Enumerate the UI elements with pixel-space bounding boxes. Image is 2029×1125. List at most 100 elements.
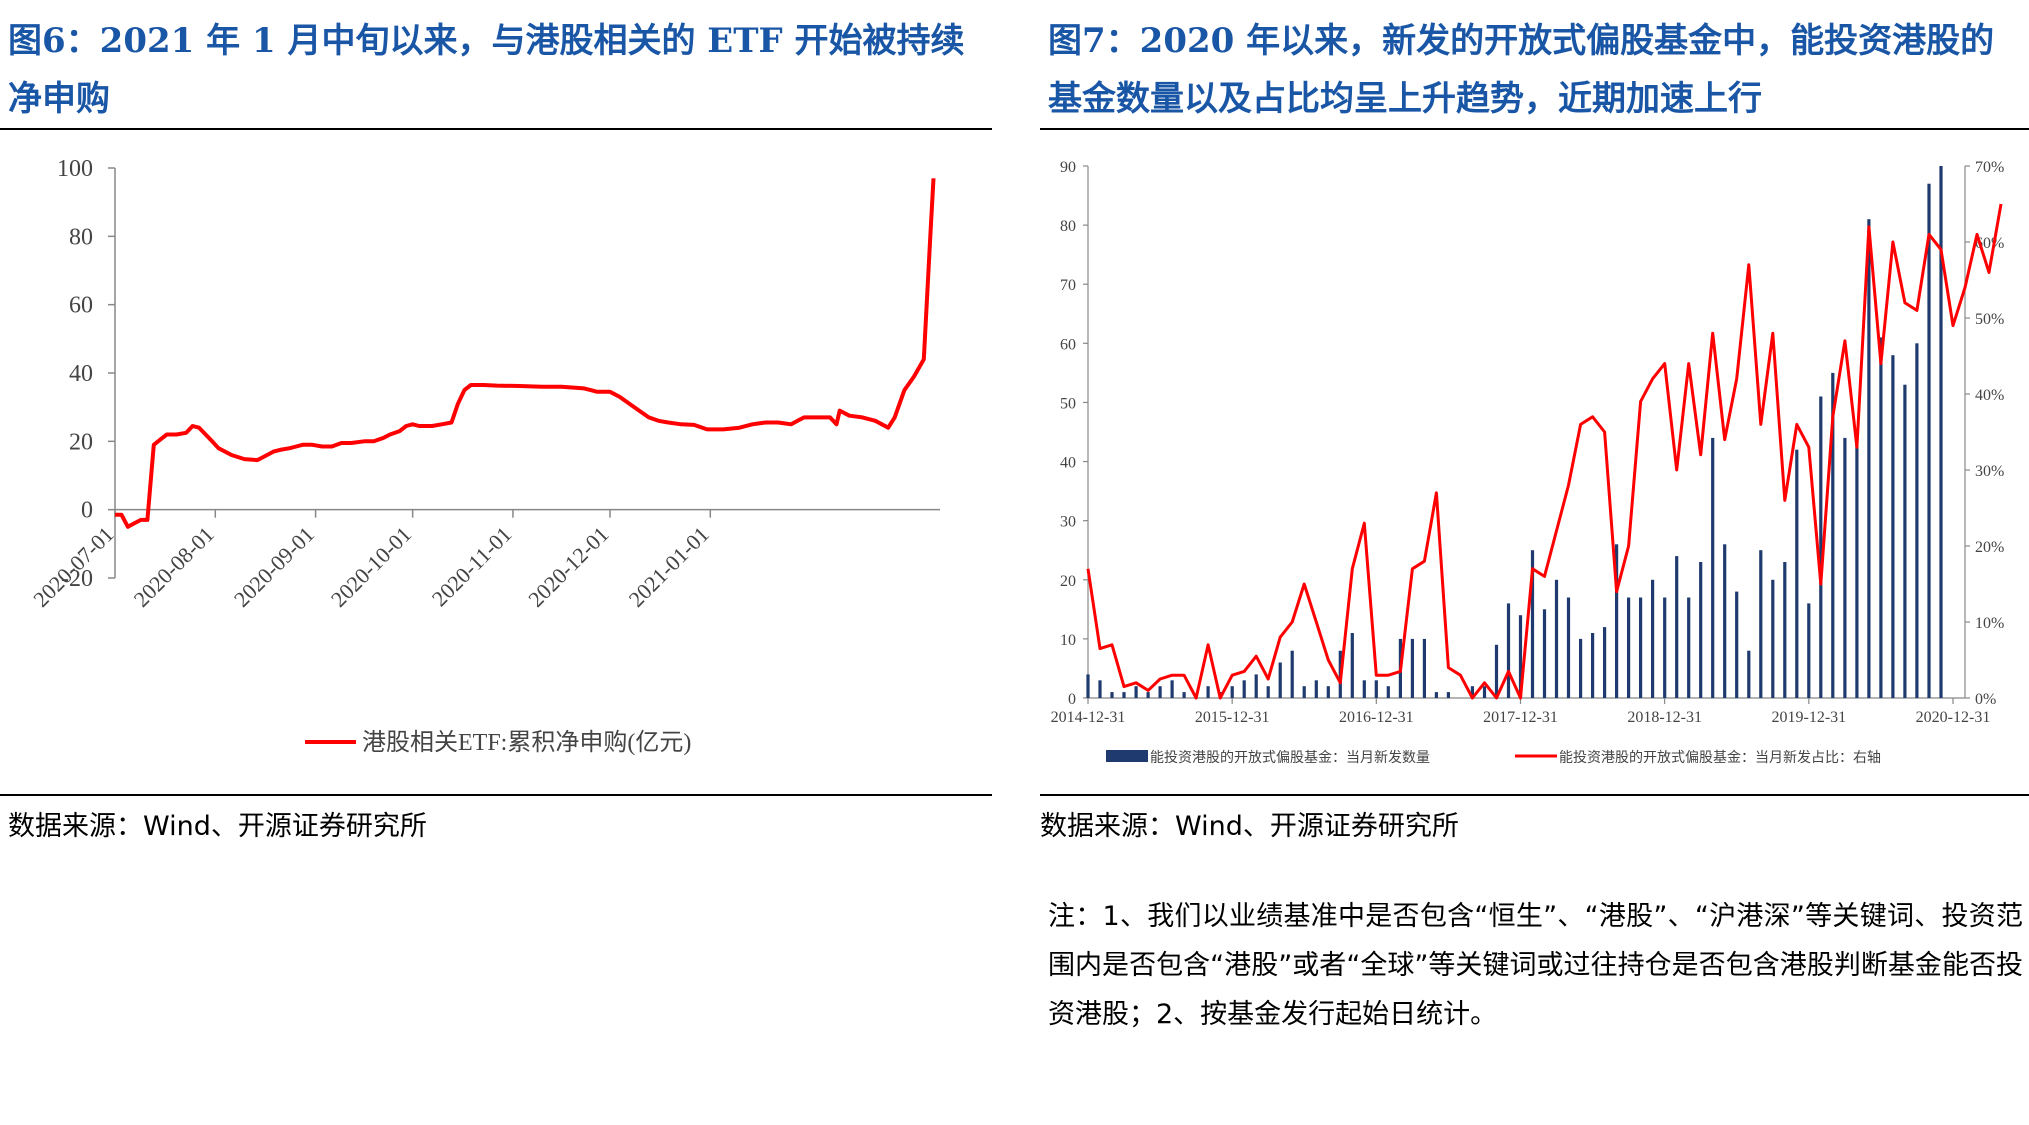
bar	[1867, 219, 1871, 698]
y2-tick-label: 10%	[1975, 615, 2004, 632]
y-tick-label: 90	[1060, 159, 1076, 176]
bar	[1699, 562, 1703, 698]
x-tick-label: 2019-12-31	[1771, 709, 1846, 726]
bar	[1891, 355, 1895, 698]
bar	[1687, 597, 1691, 698]
hk-stock-fund-issuance-chart: 908070605040302010070%60%50%40%30%20%10%…	[1051, 159, 2005, 766]
y-tick-label: 70	[1060, 277, 1076, 294]
bar	[1086, 674, 1090, 698]
bar	[1266, 686, 1270, 698]
y-tick-label: 20	[1060, 573, 1076, 590]
x-tick-label: 2020-07-01	[28, 522, 118, 612]
legend-bar-label: 能投资港股的开放式偏股基金：当月新发数量	[1150, 749, 1430, 766]
bar	[1314, 680, 1318, 698]
figure-6-source: 数据来源：Wind、开源证券研究所	[8, 811, 427, 842]
y-tick-label: 60	[1060, 336, 1076, 353]
y2-tick-label: 50%	[1975, 311, 2004, 328]
bar	[1939, 166, 1943, 698]
bar	[1170, 680, 1174, 698]
bar	[1290, 650, 1294, 698]
bar	[1230, 686, 1234, 698]
y-tick-label: 0	[1068, 691, 1076, 708]
bar	[1855, 437, 1859, 698]
bar	[1639, 597, 1643, 698]
bar	[1302, 686, 1306, 698]
y2-tick-label: 70%	[1975, 159, 2004, 176]
y-tick-label: 80	[1060, 218, 1076, 235]
x-tick-label: 2020-12-31	[1916, 709, 1991, 726]
y-tick-label: 100	[57, 156, 93, 182]
x-tick-label: 2018-12-31	[1627, 709, 1702, 726]
bar	[1771, 579, 1775, 698]
y-tick-label: 50	[1060, 395, 1076, 412]
bar	[1579, 638, 1583, 698]
bar	[1410, 638, 1414, 698]
y-tick-label: 20	[69, 429, 93, 455]
y-tick-label: -20	[61, 566, 93, 592]
x-tick-label: 2020-08-01	[129, 522, 219, 612]
y2-tick-label: 40%	[1975, 387, 2004, 404]
bar	[1254, 674, 1258, 698]
bar	[1927, 183, 1931, 698]
bar	[1446, 692, 1450, 698]
y-tick-label: 80	[69, 224, 93, 250]
bar	[1206, 686, 1210, 698]
x-tick-label: 2020-09-01	[229, 522, 319, 612]
y-tick-label: 40	[69, 361, 93, 387]
legend-bar-swatch	[1106, 750, 1148, 762]
bar	[1783, 562, 1787, 698]
x-tick-label: 2015-12-31	[1195, 709, 1270, 726]
legend-label: 港股相关ETF:累积净申购(亿元)	[362, 729, 691, 756]
bar	[1663, 597, 1667, 698]
bar	[1470, 686, 1474, 698]
bar	[1615, 544, 1619, 698]
bar	[1627, 597, 1631, 698]
bar	[1386, 686, 1390, 698]
y2-tick-label: 20%	[1975, 539, 2004, 556]
bar	[1482, 686, 1487, 698]
bar	[1146, 692, 1150, 698]
x-tick-label: 2020-10-01	[326, 522, 416, 612]
y-tick-label: 10	[1060, 632, 1076, 649]
bar	[1530, 550, 1535, 698]
bar	[1362, 680, 1366, 698]
x-tick-label: 2020-11-01	[427, 522, 517, 612]
bar	[1603, 627, 1607, 698]
bar	[1915, 343, 1919, 698]
y-tick-label: 30	[1060, 514, 1076, 531]
x-tick-label: 2021-01-01	[624, 522, 714, 612]
bar	[1182, 692, 1186, 698]
figure-7-source: 数据来源：Wind、开源证券研究所	[1040, 811, 1459, 842]
bar	[1374, 680, 1378, 698]
series-line	[115, 178, 936, 529]
bar	[1506, 603, 1511, 698]
bar	[1434, 692, 1438, 698]
bar	[1110, 692, 1114, 698]
legend-line-label: 能投资港股的开放式偏股基金：当月新发占比：右轴	[1559, 749, 1881, 766]
x-tick-label: 2020-12-01	[523, 522, 613, 612]
bar	[1518, 615, 1523, 698]
bar	[1675, 556, 1679, 698]
bar	[1542, 609, 1547, 698]
bar	[1350, 633, 1354, 698]
bar	[1494, 644, 1499, 698]
figure-7-title: 图7：2020 年以来，新发的开放式偏股基金中，能投资港股的基金数量以及占比均呈…	[1048, 21, 1995, 119]
bar	[1759, 550, 1763, 698]
title-rule	[0, 128, 992, 130]
bar	[1807, 603, 1811, 698]
bar	[1903, 384, 1907, 698]
x-tick-label: 2017-12-31	[1483, 709, 1558, 726]
figure-7-note: 注：1、我们以业绩基准中是否包含“恒生”、“港股”、“沪港深”等关键词、投资范围…	[1048, 901, 2023, 1030]
bar	[1134, 686, 1138, 698]
x-tick-label: 2016-12-31	[1339, 709, 1414, 726]
bar	[1242, 680, 1246, 698]
y-tick-label: 60	[69, 293, 93, 319]
bar	[1819, 396, 1823, 698]
y-tick-label: 0	[81, 498, 93, 524]
bar	[1651, 579, 1655, 698]
bar	[1735, 591, 1739, 698]
bar	[1158, 686, 1162, 698]
y-tick-label: 40	[1060, 455, 1076, 472]
title-rule	[1040, 128, 2029, 130]
